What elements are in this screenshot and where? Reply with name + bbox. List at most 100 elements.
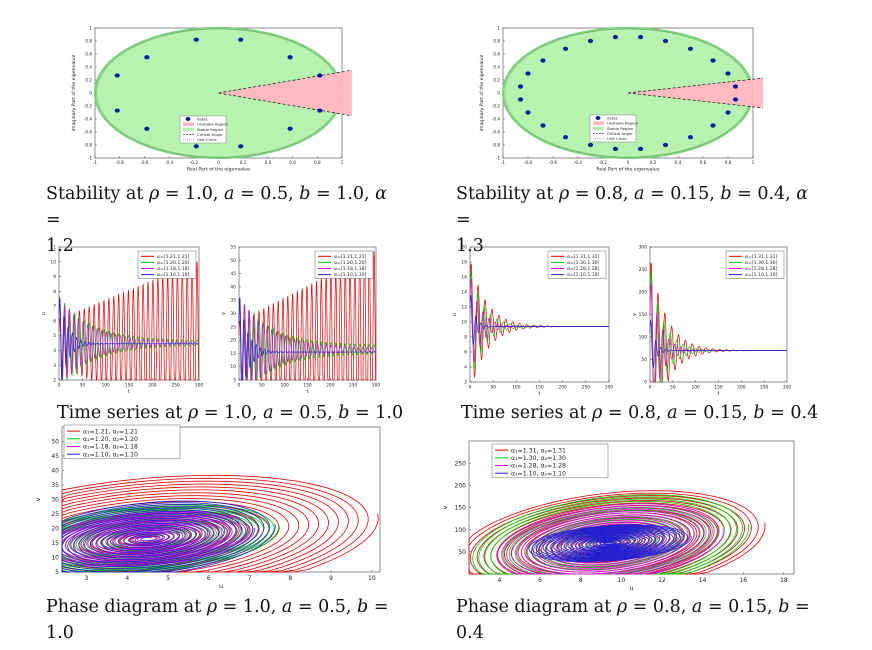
y-tick-label: 10 — [230, 364, 236, 370]
legend-entry: α=[1.30,1.30] — [745, 260, 778, 266]
x-tick-label: 200 — [737, 384, 746, 390]
y-tick-label: 50 — [458, 549, 466, 556]
eigenvalue-point — [725, 110, 731, 115]
y-tick-label: -0.2 — [84, 103, 93, 108]
x-tick-label: 200 — [326, 382, 335, 388]
legend-box — [491, 443, 609, 479]
legend-entry: α=[1.21,1.21] — [334, 254, 367, 260]
legend-box — [725, 250, 785, 279]
y-tick-label: 5 — [233, 378, 236, 384]
x-axis-label: t — [128, 389, 130, 395]
y-tick-label: 0.8 — [85, 38, 92, 43]
x-tick-label: 150 — [125, 382, 134, 388]
eigenvalue-point — [710, 123, 716, 128]
x-tick-label: 7 — [248, 575, 252, 582]
eigenvalue-point — [637, 35, 644, 40]
x-tick-label: 250 — [582, 384, 591, 390]
y-tick-label: 8 — [53, 289, 56, 295]
y-tick-label: 30 — [230, 311, 236, 317]
caption-phase-2: Phase diagram at ρ = 0.8, a = 0.15, b = 0… — [456, 597, 810, 643]
y-tick-label: 100 — [639, 335, 648, 341]
legend-swatch — [183, 127, 194, 132]
eigenvalue-point — [562, 46, 569, 51]
y-tick-label: 4 — [464, 365, 467, 371]
legend-entry: α=[1.18,1.18] — [334, 266, 367, 272]
x-tick-label: 50 — [259, 382, 265, 388]
timeseries-chart-ts1v: 0 50 100 150 200 250 300 5 10 15 20 25 30 35 40 45 50 55 t… — [221, 245, 380, 395]
x-tick-label: 0 — [469, 384, 472, 390]
x-tick-label: -0.2 — [599, 160, 608, 165]
x-tick-label: -0.8 — [116, 160, 125, 165]
y-tick-label: 250 — [455, 460, 467, 467]
y-tick-label: 25 — [230, 324, 236, 330]
legend-entry: Critical Angle — [197, 132, 223, 137]
y-axis-label: u — [452, 313, 458, 316]
eigenvalue-point — [540, 58, 546, 63]
series-line — [58, 261, 200, 381]
series-line — [469, 294, 609, 346]
y-tick-label: -0.4 — [492, 116, 501, 121]
y-axis-label: Imaginary Part of the eigenvalue — [71, 54, 77, 131]
x-tick-label: 14 — [699, 577, 707, 584]
eigenvalue-point — [587, 142, 594, 148]
x-tick-label: 100 — [101, 382, 110, 388]
x-tick-label: 8 — [288, 575, 292, 582]
y-tick-label: 45 — [230, 271, 236, 277]
legend-swatch — [183, 122, 194, 126]
eigenvalue-point — [238, 37, 244, 42]
y-tick-label: 0.2 — [493, 77, 500, 82]
eigenvalue-point — [732, 97, 739, 102]
y-tick-label: 150 — [455, 505, 467, 512]
y-tick-label: 50 — [641, 357, 647, 363]
x-tick-label: 0 — [217, 160, 220, 165]
eigenvalue-point — [732, 84, 739, 89]
x-tick-label: 150 — [303, 382, 312, 388]
series-line — [238, 297, 377, 381]
legend-box — [314, 250, 374, 279]
x-tick-label: 0 — [238, 382, 241, 388]
phase-chart-ph2: 4 6 8 10 12 14 16 18 50 100 150 200 250 u v α₁=1.31, α₂… — [441, 440, 795, 592]
x-tick-label: 0.2 — [240, 160, 247, 165]
x-tick-label: 0.8 — [725, 160, 732, 165]
eigenvalue-point — [587, 38, 594, 44]
y-tick-label: 1 — [497, 25, 500, 30]
y-tick-label: 8 — [464, 335, 467, 341]
unstable-region — [628, 78, 763, 108]
y-tick-label: -0.6 — [492, 129, 501, 134]
eigenvalue-point — [287, 126, 293, 131]
y-tick-label: 45 — [51, 453, 59, 460]
x-tick-label: 300 — [783, 384, 792, 390]
legend-entry: α₁=1.10, α₂=1.10 — [83, 451, 138, 458]
legend-entry: α=[1.10,1.10] — [745, 272, 778, 278]
y-tick-label: 40 — [51, 468, 59, 475]
x-tick-label: 0 — [649, 384, 652, 390]
eigenvalue-point — [193, 37, 199, 42]
x-tick-label: 50 — [490, 384, 496, 390]
y-tick-label: -1 — [88, 155, 93, 160]
y-tick-label: 100 — [455, 527, 467, 534]
x-axis-label: Real Part of the eigenvalue — [596, 166, 659, 172]
legend-box — [547, 250, 607, 279]
critical-angle-line — [627, 92, 764, 109]
y-tick-label: 20 — [461, 245, 467, 251]
stability-chart-stab1: -1 -0.8 -0.6 -0.4 -0.2 0 0.2 0.4 0.6 0.8 1 -1 -0.8 -0… — [71, 25, 352, 172]
x-axis-label: u — [219, 582, 223, 590]
x-tick-label: 8 — [579, 577, 583, 584]
y-tick-label: 5 — [55, 569, 59, 576]
series-line — [58, 299, 200, 381]
x-tick-label: 300 — [195, 382, 204, 388]
x-tick-label: 6 — [538, 577, 542, 584]
x-axis-label: t — [539, 391, 541, 397]
y-tick-label: 11 — [50, 245, 56, 251]
legend-entry: α=[1.28,1.28] — [567, 266, 600, 272]
x-tick-label: 10 — [368, 575, 376, 582]
x-tick-label: -0.4 — [165, 160, 174, 165]
x-tick-label: 100 — [512, 384, 521, 390]
x-tick-label: 250 — [760, 384, 769, 390]
x-tick-label: 12 — [658, 577, 666, 584]
y-tick-label: 0.4 — [85, 64, 92, 69]
y-tick-label: 15 — [230, 351, 236, 357]
y-tick-label: 3 — [53, 363, 56, 369]
x-tick-label: -0.6 — [549, 160, 558, 165]
